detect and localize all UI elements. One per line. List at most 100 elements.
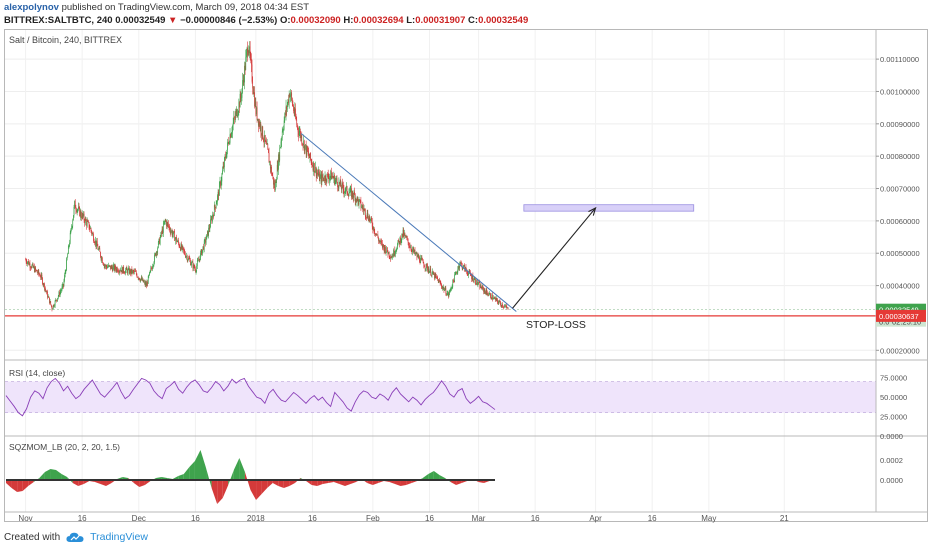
candle-body xyxy=(411,249,413,252)
candle-body xyxy=(193,264,195,268)
candle-body xyxy=(226,149,228,158)
candle-body xyxy=(295,116,297,120)
candle-body xyxy=(213,214,215,216)
candle-body xyxy=(249,46,251,56)
candle-body xyxy=(27,261,29,263)
brand-name[interactable]: TradingView xyxy=(90,531,148,543)
candle-body xyxy=(251,58,252,65)
candle-body xyxy=(485,291,486,295)
candle-body xyxy=(110,265,111,269)
candle-body xyxy=(497,299,498,302)
candle-body xyxy=(432,271,434,275)
momentum-bar xyxy=(367,480,373,485)
candle-body xyxy=(261,126,263,136)
candle-body xyxy=(103,265,105,266)
candle-body xyxy=(478,282,479,284)
candle-body xyxy=(313,163,315,173)
candle-body xyxy=(152,265,154,267)
candle-body xyxy=(456,272,457,273)
candle-body xyxy=(140,279,142,281)
trendline xyxy=(300,133,517,312)
candle-body xyxy=(377,234,379,238)
candle-body xyxy=(412,249,413,252)
candle-body xyxy=(351,188,352,198)
candle-body xyxy=(203,240,205,250)
candle-body xyxy=(229,134,231,143)
candle-body xyxy=(349,192,350,194)
open-label: O: xyxy=(279,15,291,26)
candle-body xyxy=(117,268,118,272)
candle-body xyxy=(414,249,416,254)
candle-body xyxy=(386,247,388,252)
candle-body xyxy=(264,135,266,141)
momentum-bar xyxy=(450,480,457,485)
candle-body xyxy=(331,175,333,180)
candle-body xyxy=(142,278,143,281)
candle-body xyxy=(186,256,188,261)
candle-body xyxy=(72,220,74,227)
candle-body xyxy=(248,50,250,54)
candle-body xyxy=(61,289,62,291)
momentum-bar xyxy=(139,480,145,487)
candle-body xyxy=(133,270,135,272)
candle-body xyxy=(440,283,442,284)
candle-body xyxy=(148,275,150,277)
candle-body xyxy=(399,237,401,244)
candle-body xyxy=(419,256,420,262)
candle-body xyxy=(410,247,412,250)
candle-body xyxy=(391,257,393,259)
candle-body xyxy=(296,119,298,125)
axes xyxy=(5,30,928,513)
candle-body xyxy=(439,280,440,282)
candle-body xyxy=(360,200,362,208)
candle-body xyxy=(79,211,81,217)
candle-body xyxy=(288,99,289,103)
candle-body xyxy=(359,199,360,201)
candle-body xyxy=(287,99,289,105)
close-value: 0.00032549 xyxy=(478,15,529,26)
candle-body xyxy=(433,273,435,275)
candle-body xyxy=(88,221,89,223)
candle-body xyxy=(507,307,508,309)
momentum-bar xyxy=(256,480,262,500)
candle-body xyxy=(173,231,175,233)
candle-body xyxy=(201,249,203,255)
candle-body xyxy=(225,157,227,158)
candle-body xyxy=(232,125,233,133)
candle-body xyxy=(339,180,341,185)
candle-body xyxy=(323,177,325,181)
stop-price-tag: 0.00030637 xyxy=(879,312,919,321)
candle-body xyxy=(123,272,125,273)
candle-body xyxy=(81,216,82,219)
candle-body xyxy=(222,166,224,171)
price-series xyxy=(25,41,509,312)
author-link[interactable]: alexpolynov xyxy=(4,2,59,13)
candle-body xyxy=(83,213,84,217)
candle-body xyxy=(68,245,70,247)
candle-body xyxy=(442,287,444,288)
candle-body xyxy=(315,166,316,172)
candle-body xyxy=(78,206,79,210)
candle-body xyxy=(259,124,261,128)
candle-body xyxy=(393,249,394,257)
candle-body xyxy=(462,267,464,269)
low-value: 0.00031907 xyxy=(415,15,466,26)
candle-body xyxy=(489,293,491,295)
price-tick-label: 0.00040000 xyxy=(880,282,920,291)
candle-body xyxy=(473,279,475,282)
candle-body xyxy=(347,194,349,197)
candle-body xyxy=(39,273,40,275)
candle-body xyxy=(368,216,370,221)
momentum-bar xyxy=(100,480,107,486)
candle-body xyxy=(451,287,453,288)
candle-body xyxy=(183,250,185,252)
candle-body xyxy=(303,140,305,151)
candle-body xyxy=(407,238,408,240)
candle-body xyxy=(338,181,340,189)
candle-body xyxy=(137,277,138,278)
momentum-bar xyxy=(78,480,84,486)
candle-body xyxy=(73,206,75,216)
candle-body xyxy=(401,233,403,240)
candle-body xyxy=(188,257,190,259)
